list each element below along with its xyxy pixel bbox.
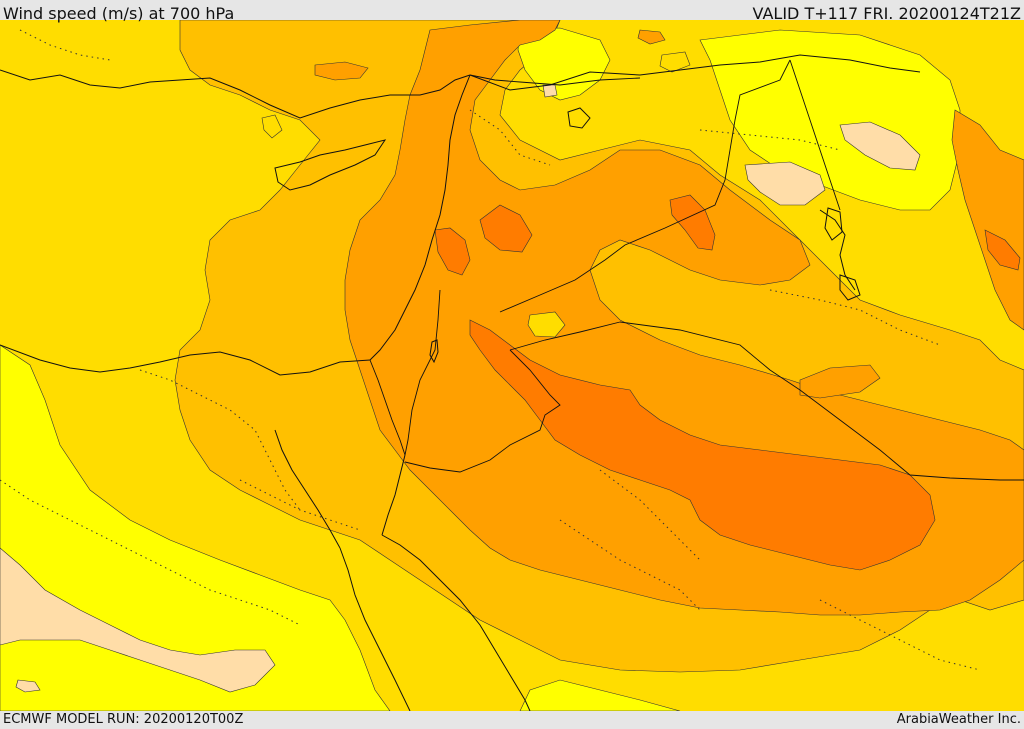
coastline-gulf-of-suez (274, 429, 341, 549)
coastline-levant (369, 74, 471, 361)
low-wind-patch-jordan (527, 311, 566, 338)
footer-bar (0, 711, 1024, 729)
dotted-isolines (0, 29, 981, 671)
low-wind-band-south (519, 679, 681, 711)
coastline-turkey-south (0, 69, 471, 119)
low-wind-patch-cyprus (261, 114, 283, 139)
strong-wind-region-east-edge (951, 109, 1024, 331)
strong-wind-patch-east (799, 364, 881, 399)
border-egypt-israel (369, 359, 406, 456)
strong-wind-patch-north-2 (637, 29, 666, 45)
border-syria-iraq (499, 59, 791, 313)
border-iran-iraq (789, 59, 841, 211)
coastline-red-sea-west (339, 547, 411, 711)
wind-speed-map (0, 20, 1024, 711)
lake-urmia (824, 207, 843, 241)
lake-tuz (839, 274, 861, 301)
credit-label: ArabiaWeather Inc. (896, 712, 1021, 727)
border-israel-jordan (404, 289, 441, 456)
wind-jet-core-levant (434, 227, 471, 276)
border-jordan-iraq (509, 321, 621, 351)
wind-jet-core-east-edge (984, 229, 1021, 271)
map-title: Wind speed (m/s) at 700 hPa (3, 4, 235, 23)
border-jordan-saudi (404, 349, 561, 473)
coastline-cyprus (274, 139, 387, 191)
coastline-gulf-of-aqaba (381, 454, 406, 536)
wind-jet-core-syria (479, 204, 533, 253)
low-wind-patch-north (659, 51, 691, 73)
coastline-egypt-north (0, 344, 371, 376)
calm-patch-northeast-2 (744, 161, 826, 206)
calm-region-southwest (0, 547, 276, 693)
border-iraq-saudi (619, 321, 1024, 481)
coastline-turkey-north (469, 54, 921, 91)
calm-patch-north (542, 84, 558, 98)
border-syria-turkey (469, 74, 641, 86)
calm-patch-small (15, 679, 41, 693)
lakes (429, 107, 861, 364)
political-borders (369, 59, 1024, 481)
calm-patch-northeast-1 (839, 121, 921, 171)
lake-van (567, 107, 591, 129)
header-bar (0, 0, 1024, 20)
coastlines (0, 54, 921, 711)
coastline-red-sea-east (381, 534, 531, 711)
model-run-label: ECMWF MODEL RUN: 20200120T00Z (3, 712, 244, 727)
wind-jet-core-iraq (669, 194, 716, 251)
wind-jet-core-arabia (469, 319, 936, 571)
valid-time-label: VALID T+117 FRI. 20200124T21Z (752, 4, 1021, 23)
strong-wind-patch-north-1 (314, 61, 369, 81)
